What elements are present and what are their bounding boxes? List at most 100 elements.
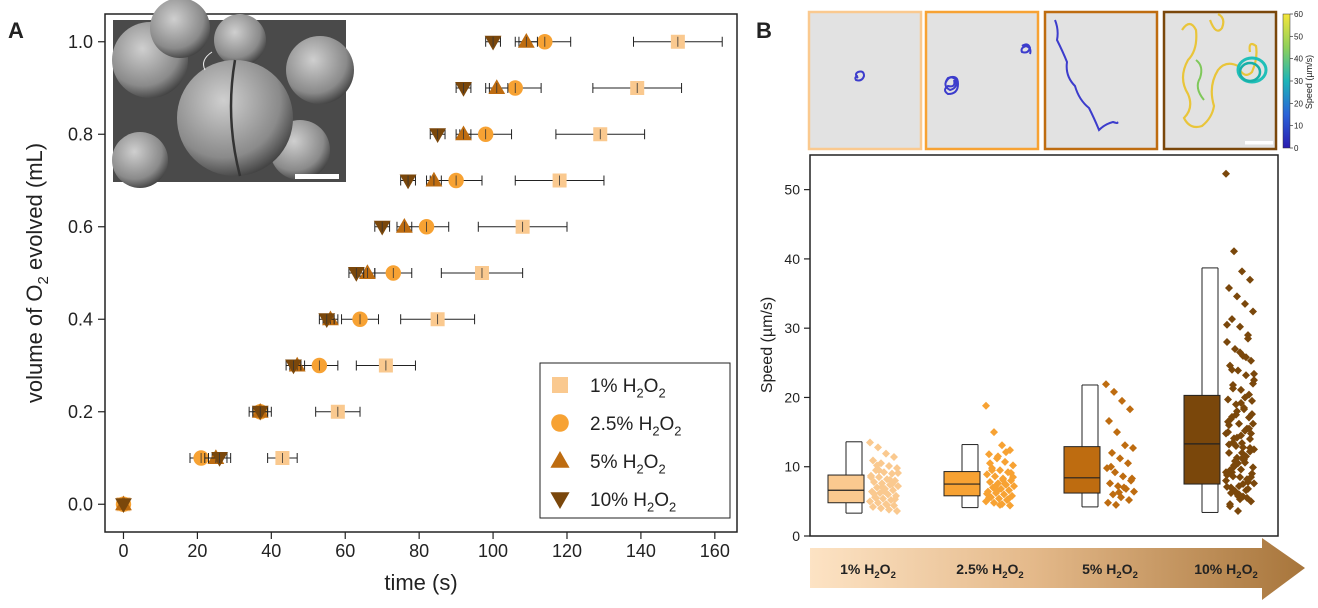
speed-point	[1246, 275, 1254, 284]
speed-point	[1235, 482, 1243, 491]
speed-point	[1248, 396, 1256, 405]
panel-b-letter: B	[756, 18, 772, 43]
speed-point	[1120, 483, 1128, 492]
speed-point	[1115, 488, 1123, 497]
arrow-label: 5% H2O2	[1082, 561, 1138, 581]
x-tick-label: 80	[409, 541, 429, 561]
speed-point	[1129, 444, 1137, 453]
speed-point	[1243, 493, 1251, 502]
speed-point	[882, 449, 890, 458]
legend-label-sub: 2	[636, 385, 643, 400]
panel-a-frame	[104, 13, 738, 533]
speed-point	[866, 497, 874, 506]
speed-point	[1246, 447, 1254, 456]
x-tick-label: 0	[118, 541, 128, 561]
speed-point	[869, 502, 877, 511]
speed-point	[1236, 322, 1244, 331]
speed-point	[875, 473, 883, 482]
speed-point	[1222, 476, 1230, 485]
colorbar-tick-label: 50	[1294, 32, 1303, 41]
speed-point	[1223, 320, 1231, 329]
arrow-label-sub: 2	[874, 570, 879, 581]
speed-colorbar: 0 10 20 30 40 50 60 Speed (µm/s)	[1282, 10, 1314, 153]
arrow-label-sub: 2	[1133, 570, 1138, 581]
speed-point	[1246, 435, 1254, 444]
speed-point	[1126, 405, 1134, 414]
legend-label-sub: 2	[669, 499, 676, 514]
speed-point	[1229, 472, 1237, 481]
x-tick-label: 100	[478, 541, 508, 561]
legend-label-sub: 2	[658, 461, 665, 476]
arrow-label-part: O	[1008, 561, 1019, 577]
speed-point	[1241, 393, 1249, 402]
speed-point	[1223, 338, 1231, 347]
speed-point	[1240, 403, 1248, 412]
speed-point	[1002, 448, 1010, 457]
legend-label-sub: 2	[674, 423, 681, 438]
speed-point	[1225, 448, 1233, 457]
speed-point	[1108, 448, 1116, 457]
speed-point	[1247, 429, 1255, 438]
legend-label-part: O	[660, 414, 675, 435]
speed-point	[879, 494, 887, 503]
box	[1063, 446, 1101, 494]
colorbar-tick-label: 40	[1294, 55, 1303, 64]
y-tick-label: 50	[784, 182, 800, 198]
arrow-label-sub: 2	[891, 570, 896, 581]
speed-point	[986, 459, 994, 468]
legend-label-part: 2.5% H	[590, 414, 652, 435]
speed-point	[1242, 353, 1250, 362]
y-tick-label: 1.0	[68, 32, 93, 52]
speed-point	[1000, 490, 1008, 499]
speed-point	[1130, 487, 1138, 496]
speed-point	[1116, 454, 1124, 463]
speed-point	[867, 473, 875, 482]
speed-point	[1234, 507, 1242, 516]
speed-point	[1119, 472, 1127, 481]
colorbar-tick-label: 0	[1294, 144, 1299, 153]
scale-bar	[295, 174, 339, 179]
speed-point	[1237, 385, 1245, 394]
x-tick-label: 20	[187, 541, 207, 561]
speed-point	[1234, 366, 1242, 375]
speed-point	[990, 498, 998, 507]
legend-label-part: 1% H	[590, 376, 636, 397]
arrow-label-sub: 2	[1018, 570, 1023, 581]
speed-point	[1113, 428, 1121, 437]
speed-point	[1226, 500, 1234, 509]
data-point	[115, 498, 132, 513]
trajectory-images	[807, 10, 1278, 151]
colorbar-tick-label: 30	[1294, 77, 1303, 86]
speed-point	[1102, 380, 1110, 389]
x-tick-label: 140	[626, 541, 656, 561]
speed-point	[1229, 384, 1237, 393]
y-tick-label: 0.4	[68, 309, 93, 329]
panel-a-series	[115, 33, 723, 513]
speed-point	[996, 500, 1004, 509]
points-0	[866, 438, 902, 516]
legend-label-sub: 2	[636, 461, 643, 476]
arrow-label: 2.5% H2O2	[956, 561, 1023, 581]
arrow-label-sub: 2	[1252, 570, 1257, 581]
speed-point	[893, 507, 901, 516]
panel-b-boxes	[827, 267, 1221, 514]
y-tick-label: 40	[784, 251, 800, 267]
speed-point	[1228, 315, 1236, 324]
y-tick-label: 20	[784, 389, 800, 405]
trajectory-5pct	[1043, 10, 1159, 151]
speed-point	[1006, 501, 1014, 510]
panel-a-letter: A	[8, 18, 24, 43]
speed-point	[1233, 433, 1241, 442]
speed-point	[883, 500, 891, 509]
legend-label: 10% H2O2	[590, 490, 676, 514]
box-0	[827, 441, 865, 514]
speed-point	[1243, 475, 1251, 484]
legend-label-sub: 2	[647, 499, 654, 514]
speed-point	[890, 501, 898, 510]
arrow-label: 10% H2O2	[1194, 561, 1258, 581]
speed-point	[1005, 486, 1013, 495]
speed-point	[1105, 417, 1113, 426]
speed-point	[1010, 482, 1018, 491]
